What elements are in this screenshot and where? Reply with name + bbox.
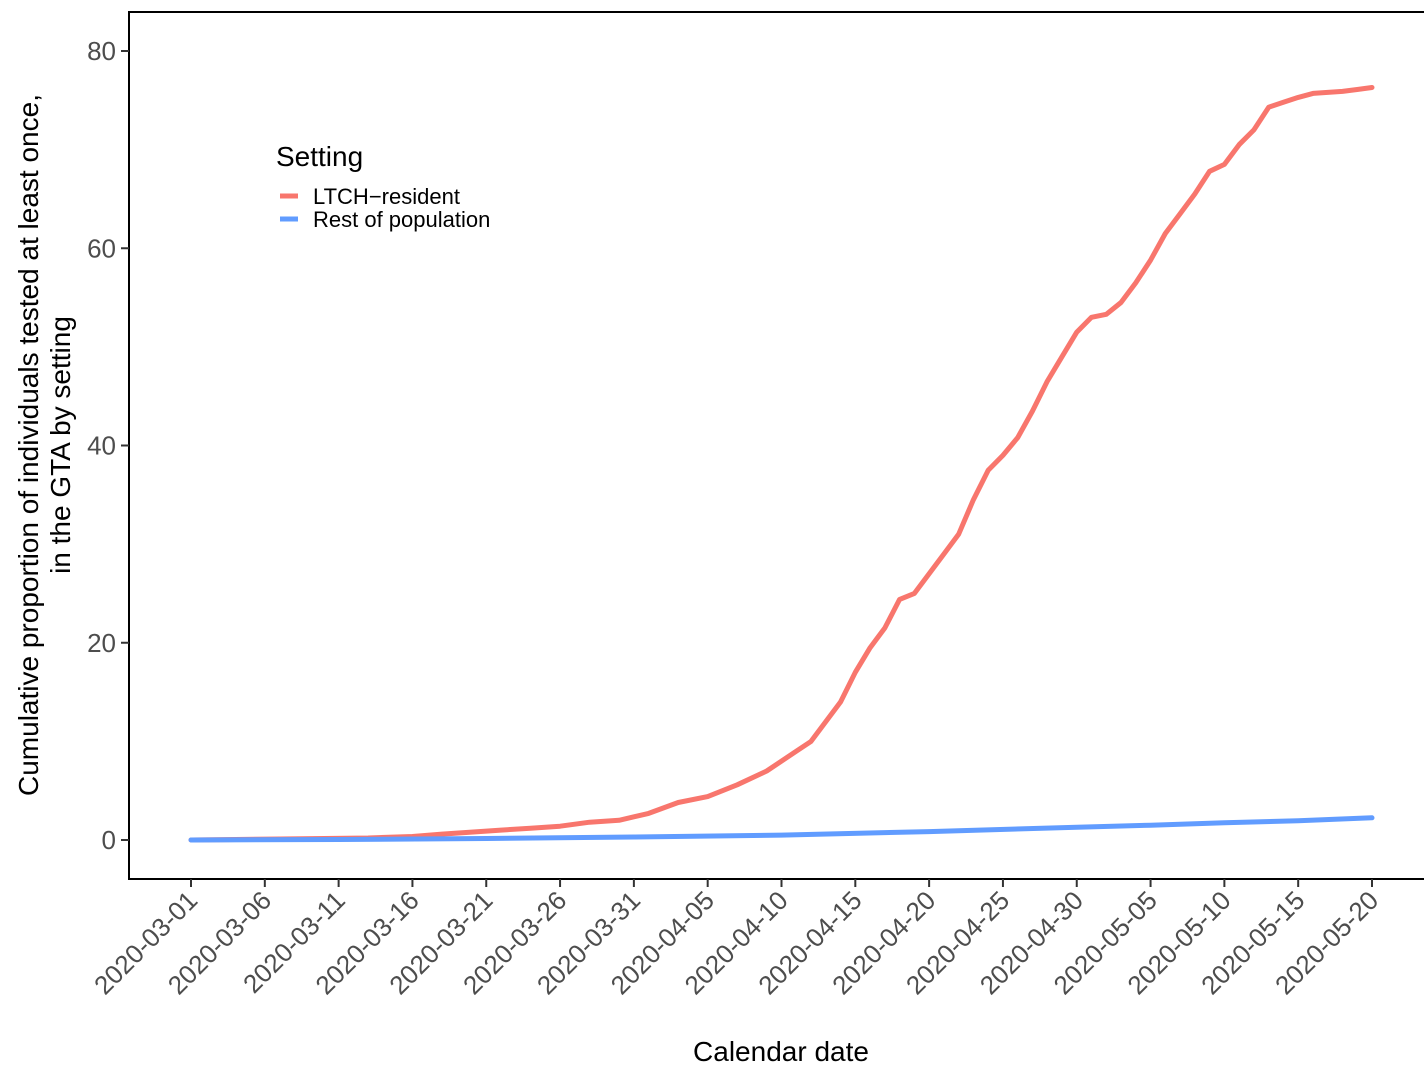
legend: Setting LTCH−resident Rest of population xyxy=(276,141,490,232)
legend-label-rest: Rest of population xyxy=(313,207,490,232)
series-group xyxy=(188,85,1375,843)
x-axis-title: Calendar date xyxy=(693,1036,869,1066)
y-axis-title-line2: in the GTA by setting xyxy=(45,316,76,574)
y-tick-label: 20 xyxy=(87,628,116,658)
y-tick-label: 40 xyxy=(87,431,116,461)
series-line-rest-of-population xyxy=(188,815,1375,843)
y-axis-title-line1: Cumulative proportion of individuals tes… xyxy=(13,94,44,796)
legend-label-ltch: LTCH−resident xyxy=(313,184,460,209)
x-axis: 2020-03-012020-03-062020-03-112020-03-16… xyxy=(88,879,1384,1000)
y-axis: 0 20 40 60 80 xyxy=(87,36,129,855)
series-line-ltch-resident xyxy=(188,85,1375,843)
y-tick-label: 80 xyxy=(87,36,116,66)
legend-title: Setting xyxy=(276,141,363,172)
y-tick-label: 60 xyxy=(87,233,116,263)
y-tick-label: 0 xyxy=(102,825,116,855)
